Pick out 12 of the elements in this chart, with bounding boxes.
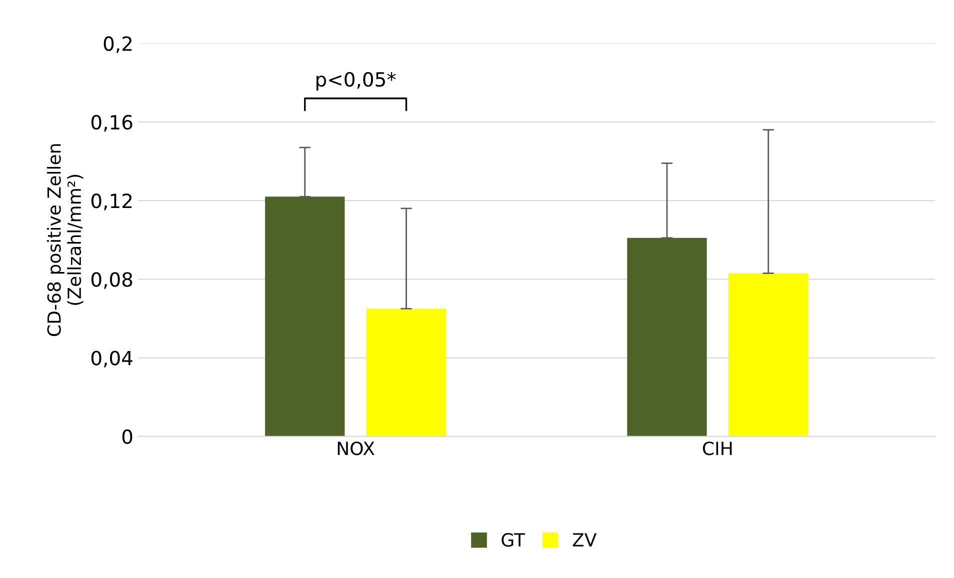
y-tick-label: 0,2	[104, 36, 132, 53]
y-tick-label: 0,08	[91, 272, 132, 289]
annotation: p<0,05*	[316, 72, 396, 91]
y-axis-title: CD-68 positive Zellen (Zellzahl/mm²)	[46, 144, 84, 336]
x-tick-label: NOX	[338, 442, 374, 456]
x-tick-label: CIH	[702, 442, 732, 456]
y-tick-label: 0,16	[91, 114, 132, 132]
legend-label: GT	[502, 533, 526, 547]
legend-label: ZV	[572, 533, 597, 546]
y-tick-label: 0,12	[91, 194, 132, 210]
y-tick-label: 0	[122, 429, 132, 444]
y-tick-label: 0,04	[91, 350, 132, 368]
